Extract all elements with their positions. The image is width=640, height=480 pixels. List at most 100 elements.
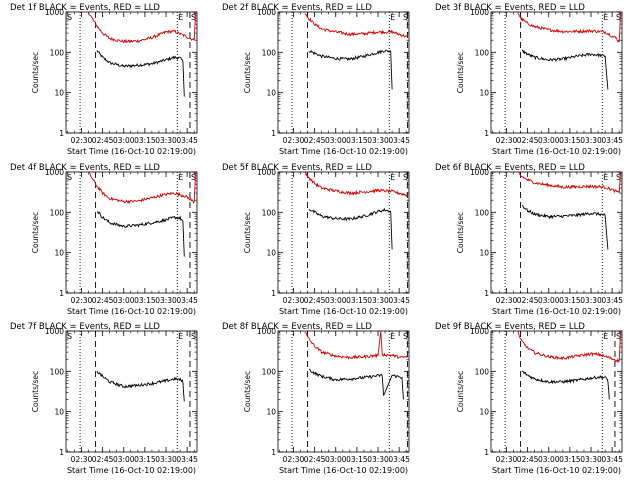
- events-series-line: [521, 205, 609, 250]
- marker-s-label: S: [616, 173, 621, 182]
- x-tick-label: 02:45: [517, 455, 539, 464]
- x-tick-label: 02:45: [517, 136, 539, 145]
- events-series-line: [308, 207, 393, 250]
- y-tick-label: 1: [59, 448, 64, 457]
- x-tick-label: 03:00: [113, 296, 135, 305]
- events-series-line: [308, 368, 404, 400]
- x-tick-label: 02:30: [496, 455, 518, 464]
- x-tick-label: 02:45: [517, 296, 539, 305]
- y-axis-label: Counts/sec: [243, 212, 252, 253]
- marker-s-label: S: [403, 332, 408, 341]
- y-axis-label: Counts/sec: [31, 212, 40, 253]
- x-tick-label: 02:45: [304, 136, 326, 145]
- marker-e-label: E: [390, 332, 395, 341]
- detector-panel-7: Det 7f BLACK = Events, RED = LLD 1 10 100 10…: [10, 322, 198, 475]
- marker-e-label: E: [603, 173, 608, 182]
- x-tick-label: 02:30: [283, 136, 305, 145]
- x-tick-label: 03:15: [346, 296, 368, 305]
- detector-panel-5: Det 5f BLACK = Events, RED = LLD 1 10 100 10…: [222, 163, 410, 316]
- y-tick-label: 1: [59, 129, 64, 138]
- x-tick-label: 03:45: [601, 296, 623, 305]
- x-axis-label: Start Time (16-Oct-10 02:19:00): [67, 307, 196, 316]
- plot-frame: [490, 171, 623, 294]
- detector-panel-4: Det 4f BLACK = Events, RED = LLD 1 10 100 10…: [10, 163, 198, 316]
- x-tick-label: 03:00: [325, 136, 347, 145]
- x-axis-label: Start Time (16-Oct-10 02:19:00): [492, 466, 621, 475]
- x-axis-label: Start Time (16-Oct-10 02:19:00): [67, 147, 196, 156]
- x-axis-label: Start Time (16-Oct-10 02:19:00): [492, 307, 621, 316]
- plot-frame: [277, 171, 410, 294]
- x-axis-label: Start Time (16-Oct-10 02:19:00): [279, 466, 408, 475]
- detector-panel-6: Det 6f BLACK = Events, RED = LLD 1 10 100 10…: [435, 163, 623, 316]
- x-tick-label: 02:45: [92, 455, 114, 464]
- y-tick-label: 10: [266, 249, 276, 258]
- plot-frame: [490, 11, 623, 134]
- marker-s-label: S: [191, 173, 196, 182]
- x-tick-label: 03:30: [580, 455, 602, 464]
- y-tick-label: 1: [271, 129, 276, 138]
- plot-frame: [277, 11, 410, 134]
- events-series-line: [308, 49, 393, 90]
- x-tick-label: 02:30: [71, 455, 93, 464]
- y-tick-label: 10: [54, 249, 64, 258]
- x-tick-label: 02:45: [92, 296, 114, 305]
- marker-e-label: E: [390, 13, 395, 22]
- y-axis-label: Counts/sec: [31, 371, 40, 412]
- panel-title: Det 2f BLACK = Events, RED = LLD: [222, 3, 372, 13]
- x-tick-label: 03:45: [388, 136, 410, 145]
- x-tick-label: 03:30: [155, 455, 177, 464]
- y-tick-label: 1: [59, 289, 64, 298]
- lld-series-line: [517, 11, 622, 43]
- plot-frame: [65, 11, 198, 134]
- y-tick-label: 1000: [470, 168, 489, 177]
- y-tick-label: 1000: [470, 8, 489, 17]
- y-tick-label: 10: [479, 89, 489, 98]
- marker-s-label: S: [67, 173, 72, 182]
- x-tick-label: 02:45: [304, 296, 326, 305]
- panel-title: Det 6f BLACK = Events, RED = LLD: [435, 163, 585, 173]
- x-axis-label: Start Time (16-Oct-10 02:19:00): [279, 307, 408, 316]
- x-tick-label: 03:30: [367, 296, 389, 305]
- plot-frame: [490, 330, 623, 453]
- y-tick-label: 1000: [45, 168, 64, 177]
- y-tick-label: 100: [262, 208, 277, 217]
- x-tick-label: 02:30: [71, 296, 93, 305]
- x-tick-label: 03:30: [580, 296, 602, 305]
- marker-s-label: S: [616, 13, 621, 22]
- x-tick-label: 02:30: [496, 136, 518, 145]
- x-axis-label: Start Time (16-Oct-10 02:19:00): [279, 147, 408, 156]
- lld-series-line: [304, 171, 408, 198]
- x-tick-label: 03:30: [155, 296, 177, 305]
- y-tick-label: 10: [54, 89, 64, 98]
- detector-panel-3: Det 3f BLACK = Events, RED = LLD 1 10 100 10…: [435, 3, 623, 156]
- y-tick-label: 1000: [257, 8, 276, 17]
- y-tick-label: 1: [271, 448, 276, 457]
- x-tick-label: 03:00: [325, 455, 347, 464]
- y-tick-label: 1: [484, 289, 489, 298]
- x-tick-label: 03:45: [601, 455, 623, 464]
- y-tick-label: 100: [475, 208, 490, 217]
- x-tick-label: 03:45: [176, 455, 198, 464]
- x-tick-label: 03:15: [559, 455, 581, 464]
- marker-e-label: E: [603, 13, 608, 22]
- x-tick-label: 03:15: [134, 136, 156, 145]
- y-tick-label: 10: [479, 408, 489, 417]
- y-tick-label: 100: [50, 367, 65, 376]
- plot-frame: [65, 171, 198, 294]
- x-tick-label: 03:45: [601, 136, 623, 145]
- marker-e-label: E: [178, 13, 183, 22]
- y-tick-label: 100: [475, 367, 490, 376]
- x-tick-label: 03:00: [113, 136, 135, 145]
- x-tick-label: 02:30: [283, 296, 305, 305]
- plot-frame: [277, 330, 410, 453]
- x-tick-label: 03:15: [346, 136, 368, 145]
- y-axis-label: Counts/sec: [456, 371, 465, 412]
- x-tick-label: 02:45: [304, 455, 326, 464]
- y-tick-label: 1000: [257, 168, 276, 177]
- y-axis-label: Counts/sec: [243, 371, 252, 412]
- marker-s-label: S: [403, 13, 408, 22]
- y-axis-label: Counts/sec: [456, 212, 465, 253]
- events-series-line: [96, 211, 185, 257]
- y-tick-label: 100: [50, 208, 65, 217]
- marker-s-label: S: [67, 332, 72, 341]
